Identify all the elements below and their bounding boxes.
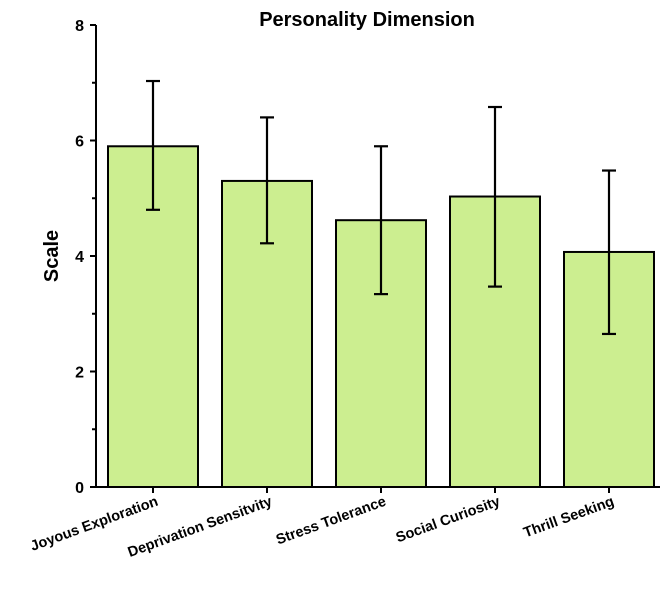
y-ticks-group: 0 2 4 6 8: [75, 18, 96, 497]
y-tick-label-4: 4: [75, 249, 84, 266]
y-tick-label-8: 8: [75, 18, 84, 35]
error-bars-group: [146, 79, 616, 336]
y-axis-label: Scale: [41, 230, 63, 282]
y-tick-label-2: 2: [75, 365, 84, 382]
chart-title: Personality Dimension: [259, 9, 475, 31]
y-tick-label-0: 0: [75, 480, 84, 497]
x-tick-label-5: Thrill Seeking: [522, 494, 617, 542]
x-tick-label-4: Social Curiosity: [394, 494, 502, 547]
x-tick-label-3: Stress Tolerance: [274, 494, 388, 549]
y-tick-label-6: 6: [75, 134, 84, 151]
